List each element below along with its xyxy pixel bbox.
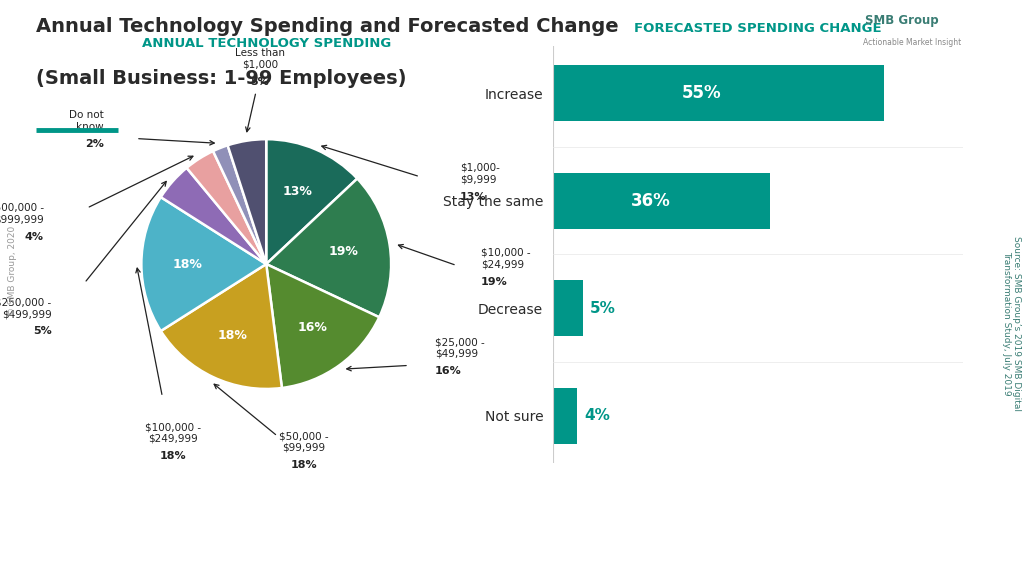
- Text: Q) Approximately how much is your company’s TOTAL annual spending for technology: Q) Approximately how much is your compan…: [12, 502, 799, 512]
- Wedge shape: [227, 139, 266, 264]
- Text: 16%: 16%: [435, 366, 462, 376]
- Text: 13%: 13%: [460, 192, 486, 201]
- Text: Less than
$1,000: Less than $1,000: [234, 48, 285, 69]
- Wedge shape: [161, 168, 266, 264]
- Text: Q) Do you expect your company’s spending for technology solutions to increase, s: Q) Do you expect your company’s spending…: [12, 538, 859, 548]
- Wedge shape: [213, 145, 266, 264]
- Text: (Small Business: 1-99 Employees): (Small Business: 1-99 Employees): [36, 69, 407, 88]
- Text: 19%: 19%: [329, 245, 358, 258]
- Text: 55%: 55%: [682, 84, 722, 102]
- Text: © SMB Group, 2020: © SMB Group, 2020: [8, 226, 16, 316]
- Text: 13%: 13%: [283, 185, 312, 198]
- Bar: [553, 388, 578, 444]
- Text: Actionable Market Insight: Actionable Market Insight: [863, 38, 962, 47]
- Text: 16%: 16%: [298, 321, 328, 334]
- Text: $50,000 -
$99,999: $50,000 - $99,999: [279, 431, 329, 452]
- Text: 18%: 18%: [218, 329, 248, 342]
- Text: 5%: 5%: [590, 301, 616, 316]
- Text: $500,000 -
$999,999: $500,000 - $999,999: [0, 203, 44, 224]
- Text: $1,000-
$9,999: $1,000- $9,999: [460, 163, 500, 184]
- Text: $10,000 -
$24,999: $10,000 - $24,999: [481, 248, 530, 269]
- Text: 2%: 2%: [85, 139, 103, 149]
- Bar: [553, 173, 770, 228]
- Wedge shape: [186, 151, 266, 264]
- Text: 18%: 18%: [291, 460, 317, 470]
- Bar: [553, 65, 885, 121]
- Wedge shape: [266, 178, 391, 317]
- Text: 19%: 19%: [481, 276, 508, 287]
- Wedge shape: [161, 264, 282, 389]
- Text: 36%: 36%: [631, 192, 671, 209]
- Text: $250,000 -
$499,999: $250,000 - $499,999: [0, 297, 51, 319]
- Text: Annual Technology Spending and Forecasted Change: Annual Technology Spending and Forecaste…: [36, 17, 618, 36]
- Text: 4%: 4%: [585, 409, 610, 424]
- Text: $25,000 -
$49,999: $25,000 - $49,999: [435, 338, 484, 359]
- Text: Source: SMB Group’s 2019 SMB Digital
Transformation Study, July 2019: Source: SMB Group’s 2019 SMB Digital Tra…: [1002, 235, 1021, 411]
- Text: ANNUAL TECHNOLOGY SPENDING: ANNUAL TECHNOLOGY SPENDING: [141, 37, 391, 50]
- Bar: [553, 280, 583, 336]
- Wedge shape: [141, 197, 266, 331]
- Text: 4%: 4%: [25, 231, 44, 242]
- Text: 5%: 5%: [251, 77, 269, 87]
- Text: Do not
know: Do not know: [70, 110, 103, 132]
- Text: 18%: 18%: [173, 257, 203, 271]
- Wedge shape: [266, 139, 357, 264]
- Wedge shape: [266, 264, 379, 388]
- Text: SMB Group: SMB Group: [865, 14, 939, 28]
- Title: FORECASTED SPENDING CHANGE: FORECASTED SPENDING CHANGE: [634, 23, 882, 35]
- Text: $100,000 -
$249,999: $100,000 - $249,999: [144, 422, 201, 444]
- Text: 18%: 18%: [160, 451, 186, 462]
- Text: 5%: 5%: [33, 327, 51, 336]
